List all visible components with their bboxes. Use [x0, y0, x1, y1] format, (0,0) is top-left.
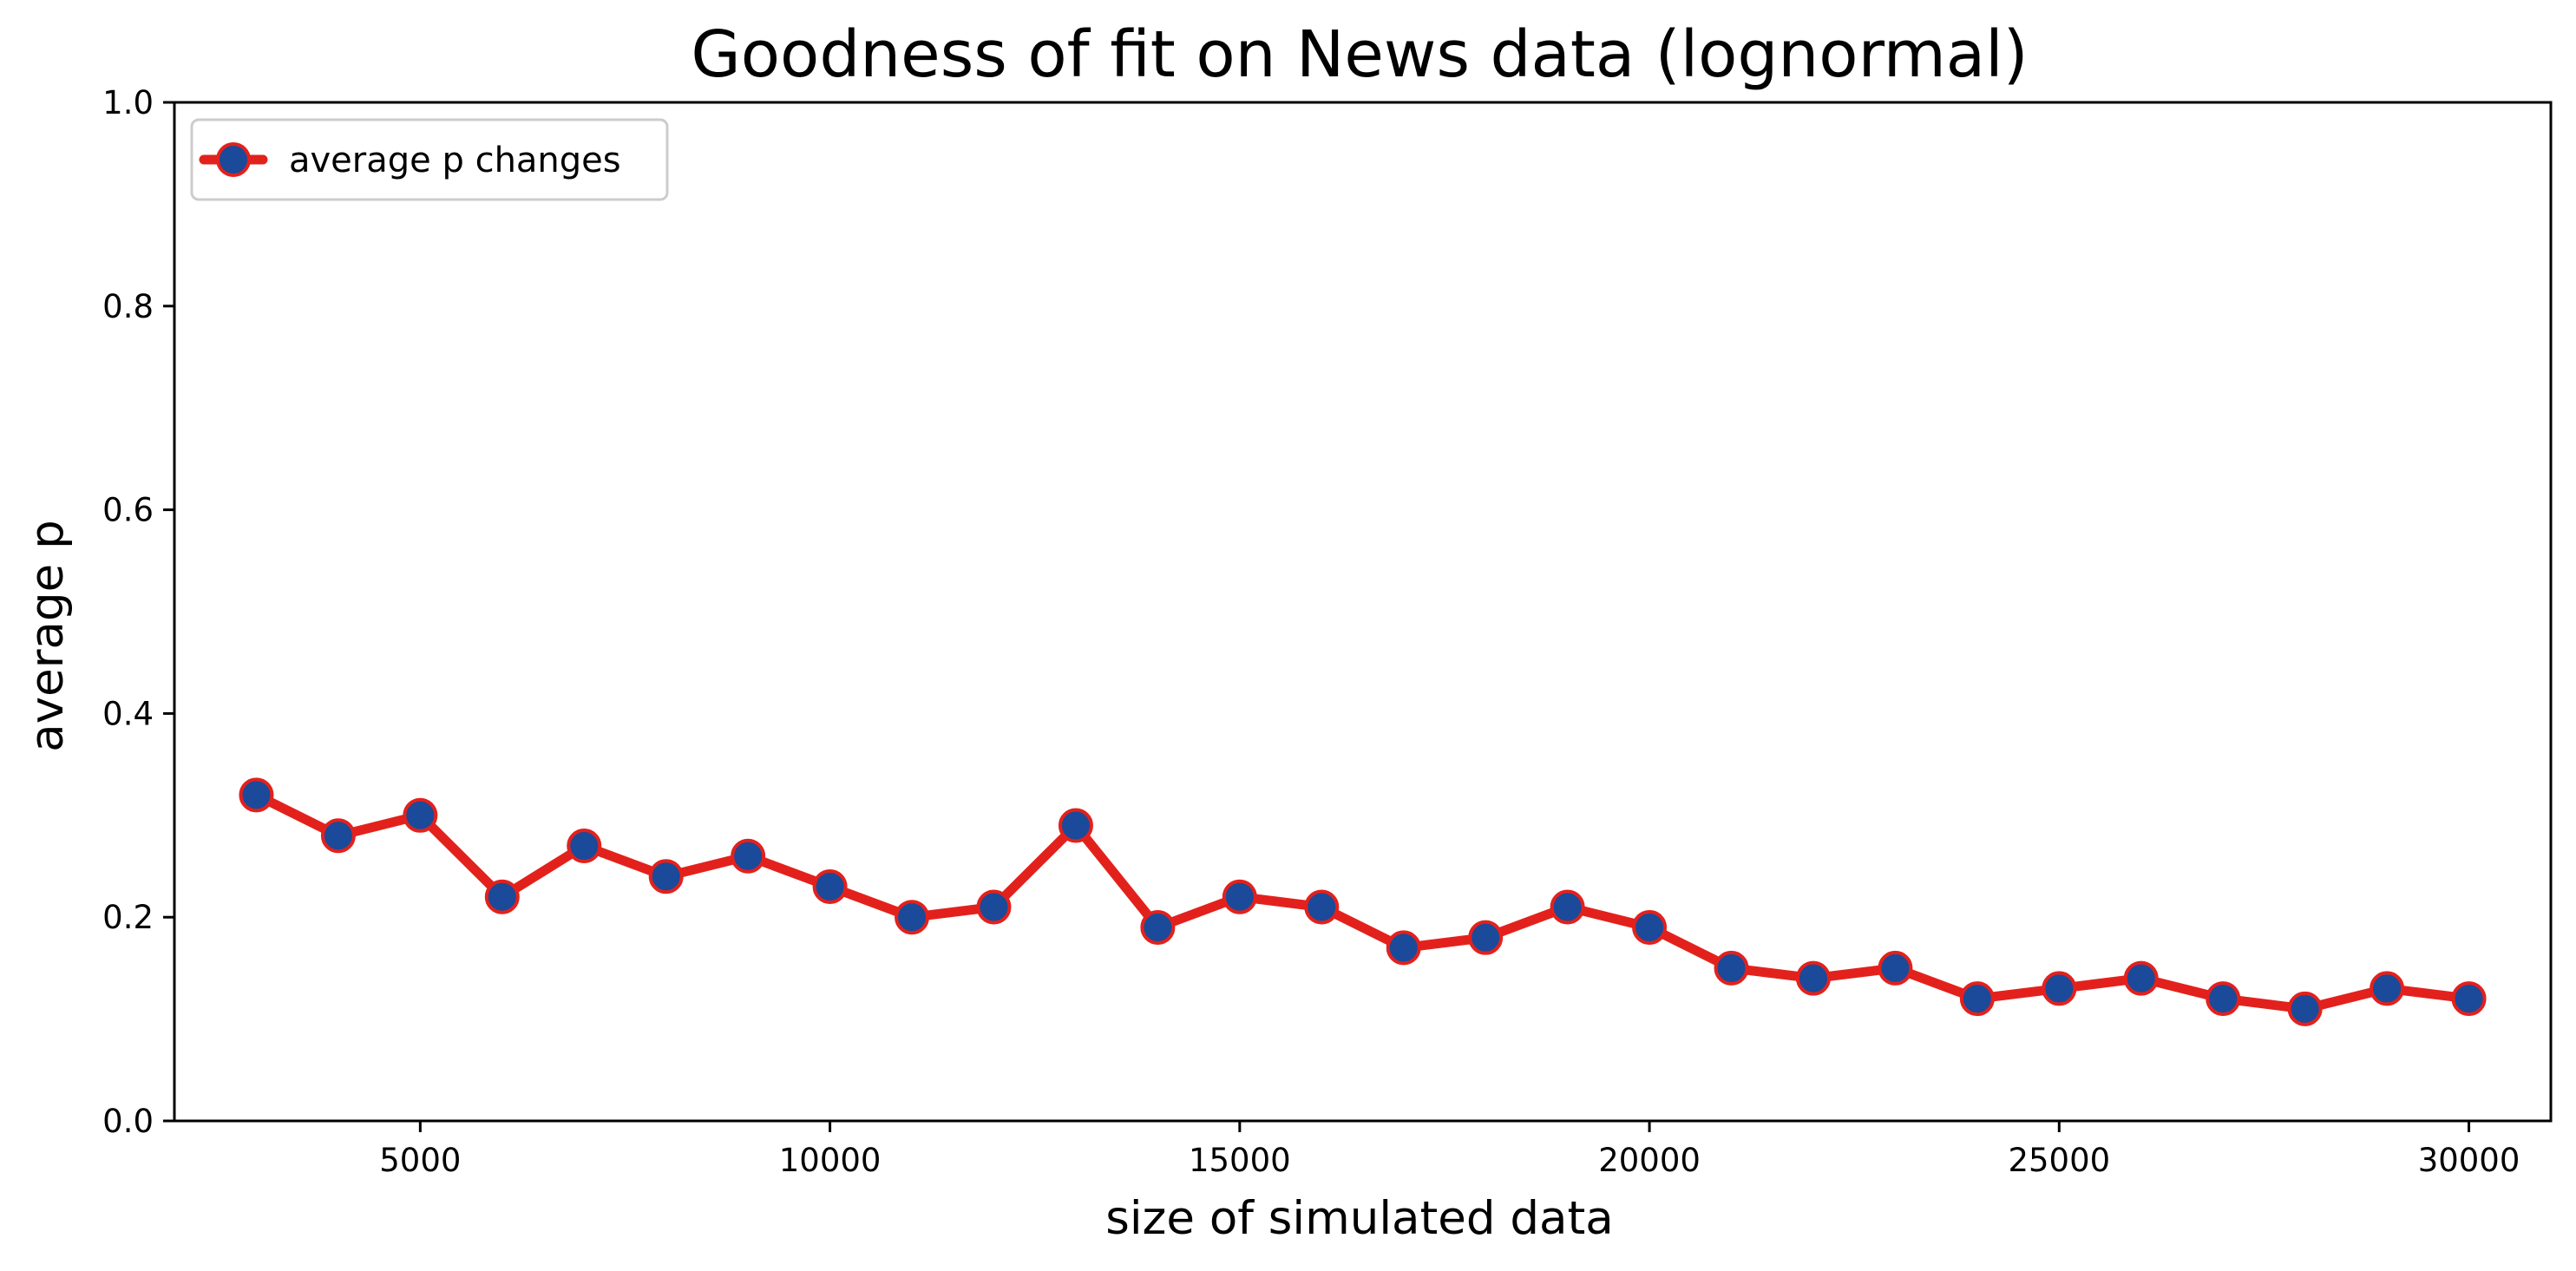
x-tick-label: 20000 [1598, 1142, 1701, 1179]
data-point [1058, 808, 1093, 843]
x-tick-label: 25000 [2008, 1142, 2110, 1179]
data-point [2287, 991, 2323, 1026]
data-point [976, 889, 1012, 925]
data-point [239, 777, 274, 813]
x-tick-label: 15000 [1189, 1142, 1291, 1179]
data-point [484, 879, 520, 914]
data-point [895, 900, 930, 935]
x-tick-label: 5000 [379, 1142, 461, 1179]
data-point [2370, 971, 2405, 1006]
data-point [1304, 889, 1340, 925]
legend-box [190, 118, 669, 201]
data-point [1878, 950, 1913, 986]
data-point [1550, 889, 1585, 925]
series-line [251, 789, 2474, 1014]
data-point [731, 838, 766, 874]
plot-frame [173, 101, 2553, 1123]
data-point [2451, 981, 2487, 1017]
x-tick-label: 30000 [2418, 1142, 2520, 1179]
y-tick-label: 0.6 [102, 492, 154, 529]
data-point [1222, 879, 1257, 914]
legend: average p changes [190, 118, 669, 201]
y-axis-label: average p [21, 520, 74, 751]
data-point [648, 859, 684, 894]
data-point [1795, 960, 1831, 996]
data-point [1386, 930, 1421, 966]
chart-title: Goodness of fit on News data (lognormal) [691, 17, 2028, 92]
data-point [403, 797, 438, 833]
legend-swatch-marker [216, 142, 251, 177]
x-tick-label: 10000 [779, 1142, 882, 1179]
y-tick-label: 0.8 [102, 288, 154, 325]
y-tick-label: 1.0 [102, 84, 154, 121]
data-point [567, 829, 602, 864]
data-point [1468, 920, 1504, 955]
data-point [1714, 950, 1749, 986]
data-point [1959, 981, 1995, 1017]
x-axis-label: size of simulated data [1105, 1192, 1614, 1245]
y-tick-label: 0.0 [102, 1103, 154, 1140]
y-tick-label: 0.2 [102, 899, 154, 936]
data-point [2123, 960, 2159, 996]
data-point [812, 868, 848, 904]
y-tick-label: 0.4 [102, 695, 154, 732]
data-point [1632, 909, 1668, 945]
data-point [2206, 981, 2241, 1017]
data-point [1140, 909, 1176, 945]
legend-label: average p changes [289, 141, 621, 180]
data-point [2042, 971, 2077, 1006]
plot-area: 5000 10000 15000 20000 25000 30000 0.0 0.2 0.4 0.… [102, 84, 2553, 1179]
data-point [320, 818, 356, 854]
